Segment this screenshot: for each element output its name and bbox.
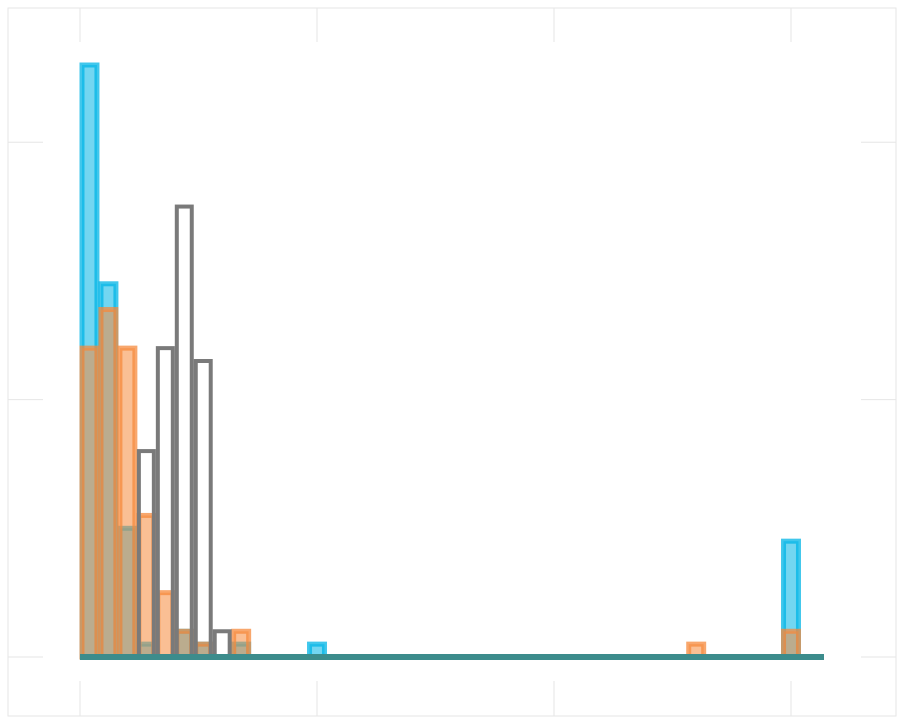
series-1-bar-4 bbox=[155, 590, 176, 660]
series-1-bar-2 bbox=[117, 345, 138, 660]
series-1-bar-3 bbox=[136, 512, 157, 660]
series-1-bar-5 bbox=[174, 628, 195, 660]
series-1-bar-7 bbox=[231, 628, 252, 660]
series-1-bar-9 bbox=[781, 628, 801, 660]
series-1-bar-0 bbox=[79, 345, 100, 660]
grid-layer bbox=[8, 8, 896, 716]
series-1-bar-1 bbox=[98, 307, 119, 660]
